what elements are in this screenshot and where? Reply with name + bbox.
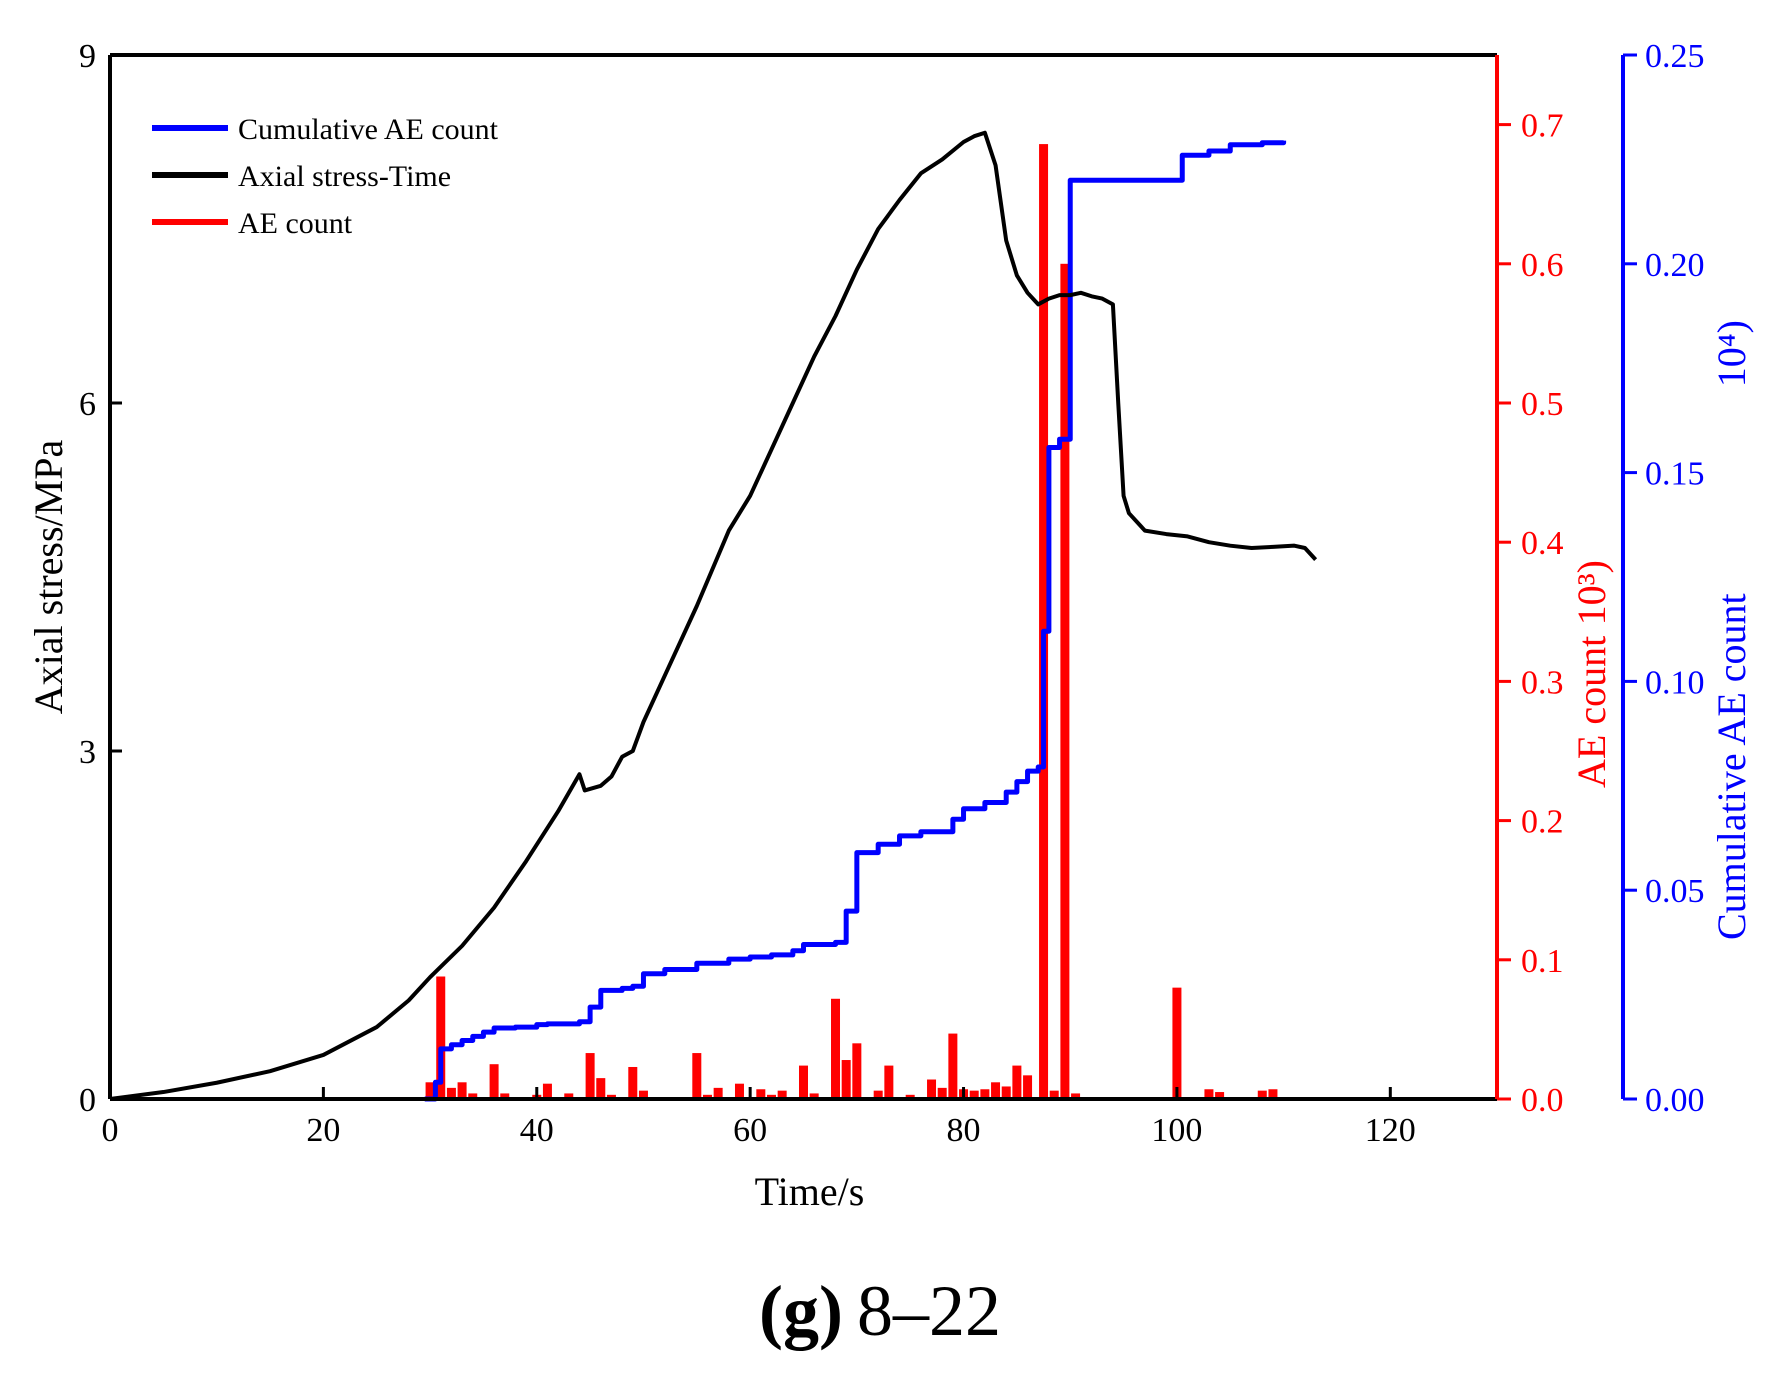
ae-count-axis-title: AE count (1569, 636, 1614, 788)
ae-count-tick-label: 0.6 (1521, 247, 1564, 284)
cumulative-axis-unit: 10⁴) (1709, 320, 1754, 387)
x-tick-label: 60 (733, 1112, 767, 1149)
legend-label: AE count (238, 207, 353, 240)
ae-count-bar (543, 1084, 552, 1099)
x-tick-label: 120 (1365, 1112, 1416, 1149)
cumulative-tick-label: 0.10 (1645, 664, 1705, 701)
x-tick-label: 80 (947, 1112, 981, 1149)
plot-area (110, 133, 1316, 1099)
ae-count-tick-label: 0.7 (1521, 108, 1564, 145)
cumulative-axis-title: Cumulative AE count (1709, 593, 1754, 940)
y-left-tick-label: 9 (79, 38, 96, 75)
cumulative-tick-label: 0.05 (1645, 873, 1705, 910)
x-tick-label: 20 (306, 1112, 340, 1149)
ae-count-bar (735, 1084, 744, 1099)
y-left-axis-title: Axial stress/MPa (26, 440, 71, 715)
cumulative-tick-label: 0.25 (1645, 38, 1705, 75)
ae-count-tick-label: 0.2 (1521, 804, 1564, 841)
axial-stress-line (110, 133, 1316, 1099)
chart: 0 20 40 60 80 100 120 Time/s 0 3 6 9 Axial stress/MP… (0, 0, 1771, 1382)
ae-count-bar (927, 1080, 936, 1099)
cumulative-tick-label: 0.15 (1645, 456, 1705, 493)
x-tick-label: 40 (520, 1112, 554, 1149)
ae-count-bar (831, 999, 840, 1099)
cumulative-ae-line (425, 141, 1284, 1099)
ae-count-tick-label: 0.3 (1521, 664, 1564, 701)
ae-count-bar (884, 1066, 893, 1099)
ae-count-bar (948, 1034, 957, 1099)
ae-count-bar (842, 1060, 851, 1099)
x-axis-title: Time/s (755, 1169, 865, 1214)
x-tick-label: 100 (1151, 1112, 1202, 1149)
ae-count-bar (490, 1064, 499, 1099)
caption-letter: (g) (759, 1271, 843, 1351)
legend-label: Axial stress-Time (238, 160, 451, 193)
ae-count-bar (1172, 988, 1181, 1099)
cumulative-tick-label: 0.20 (1645, 247, 1705, 284)
y-left-tick-label: 0 (79, 1082, 96, 1119)
ae-count-bar (586, 1053, 595, 1099)
ae-count-tick-label: 0.0 (1521, 1082, 1564, 1119)
figure-caption: (g) 8–22 (759, 1271, 1001, 1351)
ae-count-bar (1012, 1066, 1021, 1099)
ae-count-bar (799, 1066, 808, 1099)
legend: Cumulative AE count Axial stress-Time AE c… (152, 113, 499, 240)
ae-count-tick-label: 0.1 (1521, 943, 1564, 980)
ae-count-bar (852, 1043, 861, 1099)
ae-count-axis-unit: 10³) (1569, 560, 1614, 625)
ae-count-bar (692, 1053, 701, 1099)
ae-count-bar (458, 1082, 467, 1099)
ae-count-bar (628, 1067, 637, 1099)
legend-label: Cumulative AE count (238, 113, 499, 146)
x-tick-label: 0 (102, 1112, 119, 1149)
ae-count-tick-label: 0.4 (1521, 525, 1564, 562)
ae-count-bar (991, 1082, 1000, 1099)
ae-count-bar (1023, 1075, 1032, 1099)
ae-count-bar (596, 1078, 605, 1099)
y-left-tick-label: 6 (79, 386, 96, 423)
y-left-tick-label: 3 (79, 734, 96, 771)
caption-text: 8–22 (857, 1271, 1001, 1351)
ae-count-tick-label: 0.5 (1521, 386, 1564, 423)
cumulative-tick-label: 0.00 (1645, 1082, 1705, 1119)
